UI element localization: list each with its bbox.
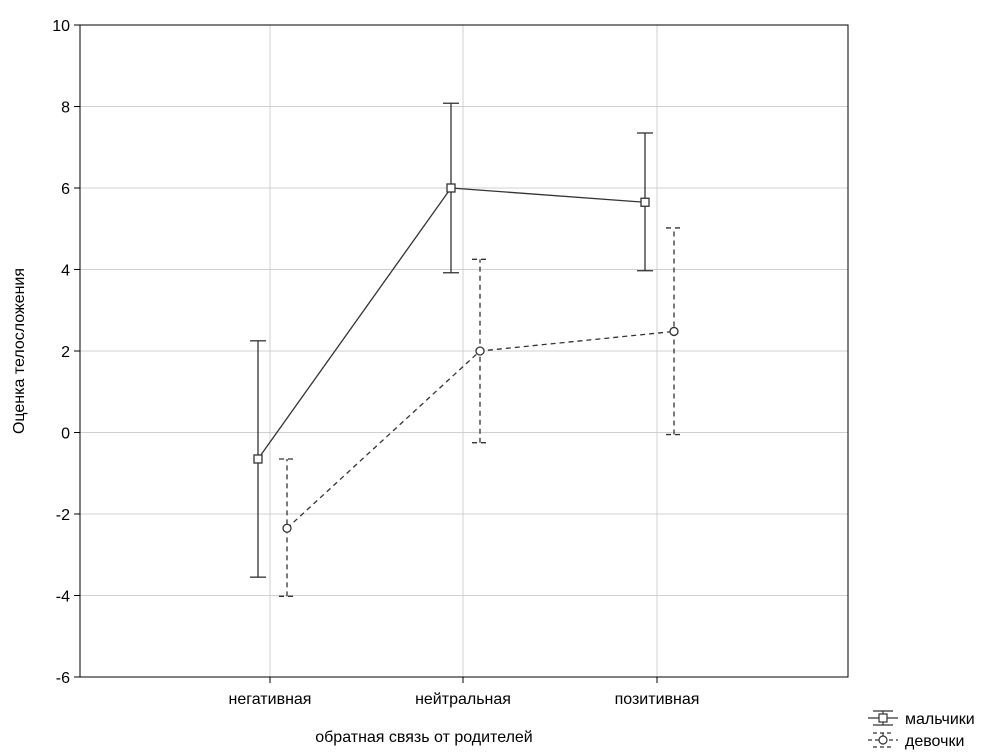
y-axis-ticks: 10 8 6 4 2 0 -2 -4 -6 — [52, 18, 80, 687]
legend-marker — [878, 713, 888, 723]
y-tick-label: 6 — [61, 181, 70, 198]
legend-label: девочки — [905, 733, 964, 750]
legend: мальчики девочки — [868, 710, 975, 750]
y-tick-label: -6 — [56, 670, 70, 687]
x-tick-label: негативная — [229, 691, 312, 708]
data-point — [669, 326, 679, 337]
data-point — [282, 523, 292, 533]
y-tick-label: -4 — [56, 589, 70, 606]
data-point — [446, 183, 456, 193]
data-point — [253, 454, 263, 464]
x-tick-label: позитивная — [615, 691, 700, 708]
data-point — [640, 197, 650, 207]
y-tick-label: 10 — [52, 18, 70, 35]
x-axis-ticks: негативная нейтральная позитивная — [229, 677, 700, 708]
legend-item: мальчики — [868, 710, 975, 728]
y-axis-label: Оценка телосложения — [11, 268, 28, 434]
series-1 — [250, 102, 653, 578]
data-point — [475, 346, 485, 356]
y-tick-label: 4 — [61, 263, 70, 280]
legend-marker — [878, 735, 888, 745]
series — [250, 102, 682, 597]
y-tick-label: -2 — [56, 507, 70, 524]
y-tick-label: 0 — [61, 426, 70, 443]
x-tick-label: нейтральная — [415, 691, 511, 708]
series-2 — [279, 227, 682, 597]
legend-item: девочки — [868, 732, 964, 750]
legend-label: мальчики — [905, 711, 975, 728]
y-tick-label: 2 — [61, 344, 70, 361]
y-tick-label: 8 — [61, 100, 70, 117]
x-axis-label: обратная связь от родителей — [315, 729, 533, 746]
